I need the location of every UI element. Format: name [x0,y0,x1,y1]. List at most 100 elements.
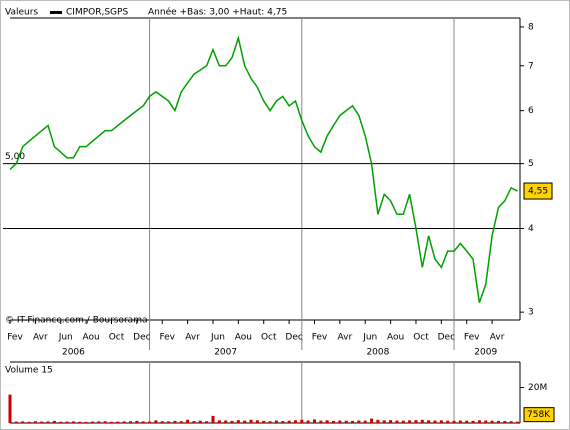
volume-bar [21,421,25,423]
volume-bar [293,420,297,423]
volume-bar [255,420,259,423]
x-tick-label: Fev [464,333,480,343]
legend-marker [50,11,62,14]
volume-bar [370,418,374,423]
price-tag [523,182,553,200]
volume-tag-label: 758K [527,410,551,420]
volume-bar [465,420,469,423]
x-tick-label: Avr [33,333,48,343]
volume-bar [160,421,164,423]
volume-bar [490,420,494,423]
volume-bar [420,419,424,423]
volume-bar [427,420,431,423]
volume-bar [243,420,247,423]
volume-bar [33,421,37,423]
volume-tag [523,407,555,423]
volume-bar [509,421,513,423]
x-tick-label: Jun [210,333,225,343]
volume-bar [205,421,209,423]
y-tick-label: 7 [528,61,534,71]
volume-bar [471,420,475,423]
volume-bar [446,420,450,423]
volume-bar [484,420,488,423]
volume-bar [351,420,355,423]
volume-bar [344,420,348,423]
volume-bar [71,421,75,423]
x-tick-label: Oct [413,333,429,343]
volume-bar [141,421,145,423]
volume-bar [458,420,462,423]
volume-bar [382,420,386,423]
volume-bar [27,421,31,423]
x-tick-label: Dec [133,333,150,343]
volume-bar [262,420,266,423]
volume-bar [389,420,393,423]
volume-bar [338,420,342,423]
volume-bar [477,420,481,423]
volume-bar [408,420,412,423]
year-label: 2008 [366,348,389,358]
volume-bar [46,421,50,423]
x-tick-label: Avr [338,333,353,343]
volume-bar [167,421,171,423]
volume-bar [281,421,285,423]
volume-bar [65,421,69,423]
x-tick-label: Aou [235,333,252,343]
volume-bar [90,421,94,423]
volume-bar [173,420,177,423]
volume-bar [268,421,272,423]
volume-bar [109,421,113,423]
volume-bar [224,420,228,423]
volume-bar [306,420,310,423]
volume-bar [414,420,418,423]
volume-bar [503,421,507,423]
volume-bar [274,420,278,423]
volume-bar [515,421,519,423]
volume-bar [179,421,183,423]
y-tick-label: 3 [528,308,534,318]
x-tick-label: Jun [362,333,377,343]
price-tag-label: 4,55 [528,187,548,197]
volume-bar [217,420,221,423]
volume-bar [84,421,88,423]
volume-bar [186,419,190,423]
reference-label: 5,00 [5,152,25,162]
volume-bar [8,394,12,423]
y-tick-label: 4 [528,224,534,234]
volume-bar [357,420,361,423]
price-line [9,35,518,303]
volume-bar [116,421,120,423]
volume-bar [129,421,133,423]
volume-bar [122,421,126,423]
volume-bar [192,421,196,423]
volume-bar [230,420,234,423]
year-label: 2009 [474,348,497,358]
y-tick-label: 5 [528,159,534,169]
y-tick-label: 8 [528,22,534,32]
volume-bar [135,420,139,423]
volume-bar [287,420,291,423]
year-label: 2006 [62,348,85,358]
volume-bar [211,415,215,423]
volume-bar [300,419,304,423]
volume-bar [78,421,82,423]
volume-bar [433,420,437,423]
volume-bar [198,420,202,423]
volume-bar [103,421,107,423]
volume-bar [439,420,443,423]
legend-info: Année +Bas: 3,00 +Haut: 4,75 [148,7,287,18]
x-tick-label: Dec [438,333,455,343]
x-tick-label: Aou [387,333,404,343]
x-tick-label: Fev [159,333,175,343]
volume-tick-label: 20M [528,383,547,393]
volume-bar [40,421,44,423]
x-tick-label: Fev [7,333,23,343]
volume-bar [496,420,500,423]
volume-bar [59,421,63,423]
legend-entry: CIMPOR,SGPS [66,8,128,18]
volume-bar [395,420,399,423]
volume-bar [154,420,158,423]
volume-bar [452,420,456,423]
